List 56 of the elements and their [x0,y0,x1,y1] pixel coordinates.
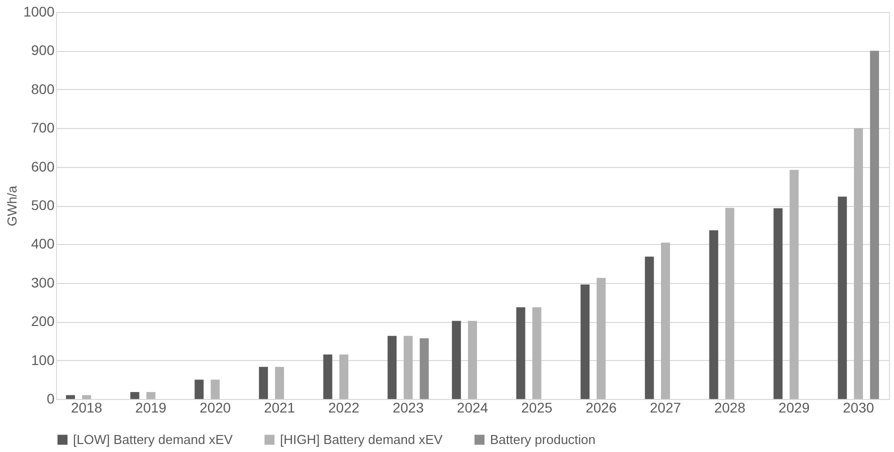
bar [210,380,220,399]
bar [660,242,670,399]
y-axis-title: GWh/a [4,185,20,226]
bar [644,256,654,399]
bar [420,338,429,399]
bar [388,336,397,399]
y-tick-label: 1000 [23,4,55,20]
bar [596,278,606,399]
bar [146,392,156,399]
bar [130,392,140,399]
bar [854,128,863,399]
y-tick-label: 700 [31,120,55,136]
bar [580,284,590,399]
x-tick-label: 2029 [778,400,810,416]
legend-label: [HIGH] Battery demand xEV [280,432,443,447]
bar [258,366,268,399]
x-tick-label: 2030 [842,400,874,416]
bar [870,50,880,399]
x-tick-label: 2022 [328,400,360,416]
bar [532,307,542,399]
legend-label: [LOW] Battery demand xEV [73,432,234,447]
y-tick-label: 600 [31,158,55,174]
x-tick-label: 2020 [200,400,231,416]
bar [468,320,477,399]
x-tick-label: 2024 [456,400,488,416]
x-tick-label: 2027 [650,400,682,416]
bar [323,354,332,399]
legend-label: Battery production [490,432,596,447]
bar [452,320,461,399]
bar [516,307,526,399]
y-tick-label: 400 [31,236,55,252]
y-tick-label: 200 [31,313,55,330]
y-tick-label: 500 [31,197,55,213]
bar [82,395,92,399]
y-tick-label: 0 [46,390,55,406]
y-tick-label: 800 [31,80,55,97]
bar [725,208,734,399]
y-tick-label: 100 [31,352,55,368]
bar [194,380,204,399]
x-tick-label: 2019 [135,400,167,416]
bar [790,170,799,399]
x-tick-label: 2028 [714,400,746,416]
x-tick-label: 2021 [264,400,296,416]
bar [66,395,75,399]
bar [774,208,783,399]
bar [838,196,847,399]
bar [339,354,348,399]
x-tick-label: 2018 [70,400,102,416]
y-tick-label: 300 [31,274,55,290]
x-tick-label: 2026 [586,400,617,416]
bar [275,366,284,399]
bar [709,230,718,399]
bar [404,336,413,399]
x-tick-label: 2025 [521,400,553,416]
x-tick-label: 2023 [392,400,424,416]
y-tick-label: 900 [31,42,55,58]
